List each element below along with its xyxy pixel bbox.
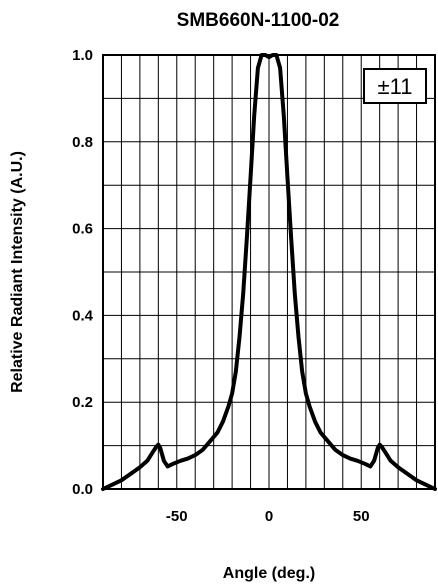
x-tick-label: -50 (166, 508, 188, 525)
tick-labels: 0.0 0.2 0.4 0.6 0.8 1.0 -50 0 50 (72, 47, 369, 525)
y-axis-label: Relative Radiant Intensity (A.U.) (9, 151, 26, 393)
series-line (101, 53, 437, 491)
x-tick-label: 50 (353, 508, 370, 525)
y-tick-label: 0.8 (72, 134, 93, 151)
y-tick-label: 0.2 (72, 394, 93, 411)
y-tick-label: 1.0 (72, 47, 93, 64)
annotation-box: ±11 (363, 68, 427, 104)
chart-title: SMB660N-1100-02 (177, 10, 340, 31)
annotation-frame (363, 68, 427, 104)
x-axis-label: Angle (deg.) (223, 565, 315, 582)
y-tick-label: 0.4 (72, 307, 94, 324)
y-tick-label: 0.6 (72, 221, 93, 238)
grid (103, 55, 435, 489)
y-tick-label: 0.0 (72, 481, 93, 498)
x-tick-label: 0 (265, 508, 273, 525)
annotation-text: ±11 (378, 74, 413, 99)
